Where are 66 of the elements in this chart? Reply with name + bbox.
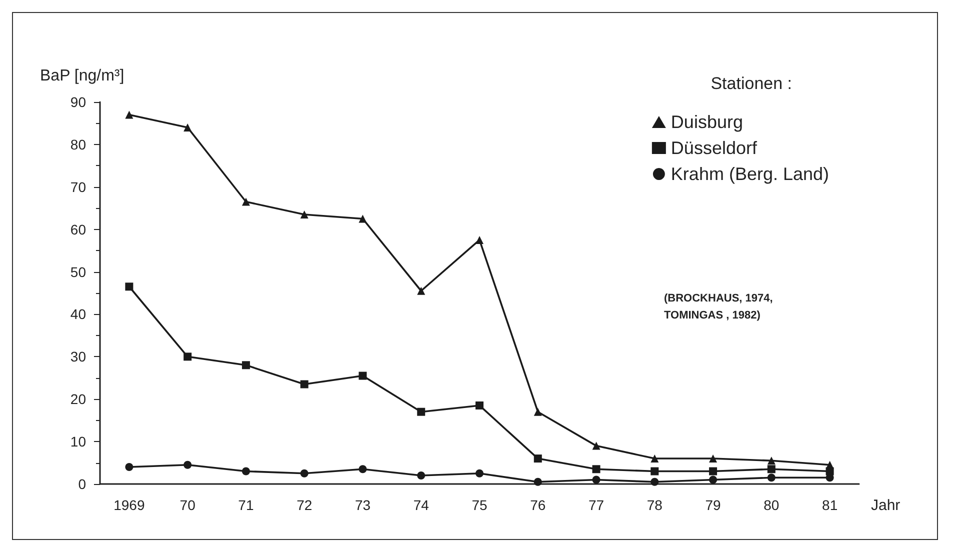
point <box>767 456 776 465</box>
point <box>650 454 659 463</box>
point <box>709 467 718 476</box>
y-tick-label: 60 <box>70 221 86 238</box>
point <box>184 352 192 361</box>
x-tick-label: 76 <box>530 497 546 513</box>
point <box>417 472 426 480</box>
point <box>592 442 600 450</box>
y-tick-label: 30 <box>70 348 86 365</box>
x-tick-label: 75 <box>472 497 488 513</box>
legend-label: Duisburg <box>670 112 743 132</box>
point <box>709 476 718 484</box>
point <box>300 380 308 388</box>
y-axis-title: BaP [ng/m³] <box>40 68 124 84</box>
x-tick-label: 71 <box>238 497 254 513</box>
x-tick-label: 73 <box>354 497 371 513</box>
point <box>592 465 600 474</box>
point <box>242 361 250 370</box>
x-tick-label: 81 <box>822 497 838 513</box>
x-tick-label: 70 <box>180 497 196 513</box>
x-tick-label: 77 <box>588 497 604 513</box>
point <box>767 465 776 474</box>
y-tick-label: 10 <box>70 434 86 450</box>
point <box>534 408 542 416</box>
y-tick-label: 0 <box>78 476 86 492</box>
y-tick-label: 90 <box>70 94 86 110</box>
x-tick-label: 74 <box>413 497 430 513</box>
point <box>417 408 426 416</box>
point <box>300 469 308 478</box>
point <box>534 454 542 463</box>
point <box>358 214 367 223</box>
point <box>417 286 426 295</box>
y-tick-label: 20 <box>70 391 86 408</box>
point <box>125 282 134 291</box>
x-tick-label: 72 <box>296 497 312 513</box>
x-tick-label: 80 <box>764 497 780 513</box>
point <box>125 463 134 472</box>
y-tick-label: 70 <box>70 178 86 195</box>
point <box>592 476 600 484</box>
point <box>709 454 718 463</box>
y-tick-label: 50 <box>70 264 86 280</box>
point <box>767 474 776 482</box>
legend-label: Düsseldorf <box>670 138 758 158</box>
point <box>476 236 484 244</box>
point <box>242 467 250 476</box>
x-tick-label: 78 <box>646 497 663 513</box>
point <box>358 465 367 474</box>
point <box>300 210 308 218</box>
point <box>476 401 484 410</box>
point <box>242 198 250 206</box>
point <box>650 467 659 476</box>
y-tick-label: 40 <box>70 306 86 322</box>
point <box>534 478 542 486</box>
y-tick-label: 80 <box>70 136 86 152</box>
point <box>184 460 192 469</box>
legend-label: Krahm (Berg. Land) <box>670 164 830 184</box>
x-tick-label: 1969 <box>114 497 145 513</box>
point <box>184 123 192 132</box>
x-axis-title: Jahr <box>871 497 900 514</box>
point <box>650 478 659 486</box>
x-tick-label: 79 <box>705 497 722 513</box>
point <box>125 110 134 119</box>
annotation: (BROCKHAUS, 1974, TOMINGAS , 1982) <box>664 292 776 322</box>
point <box>476 469 484 478</box>
point <box>358 372 367 380</box>
legend-title: Stationen : <box>710 74 792 93</box>
